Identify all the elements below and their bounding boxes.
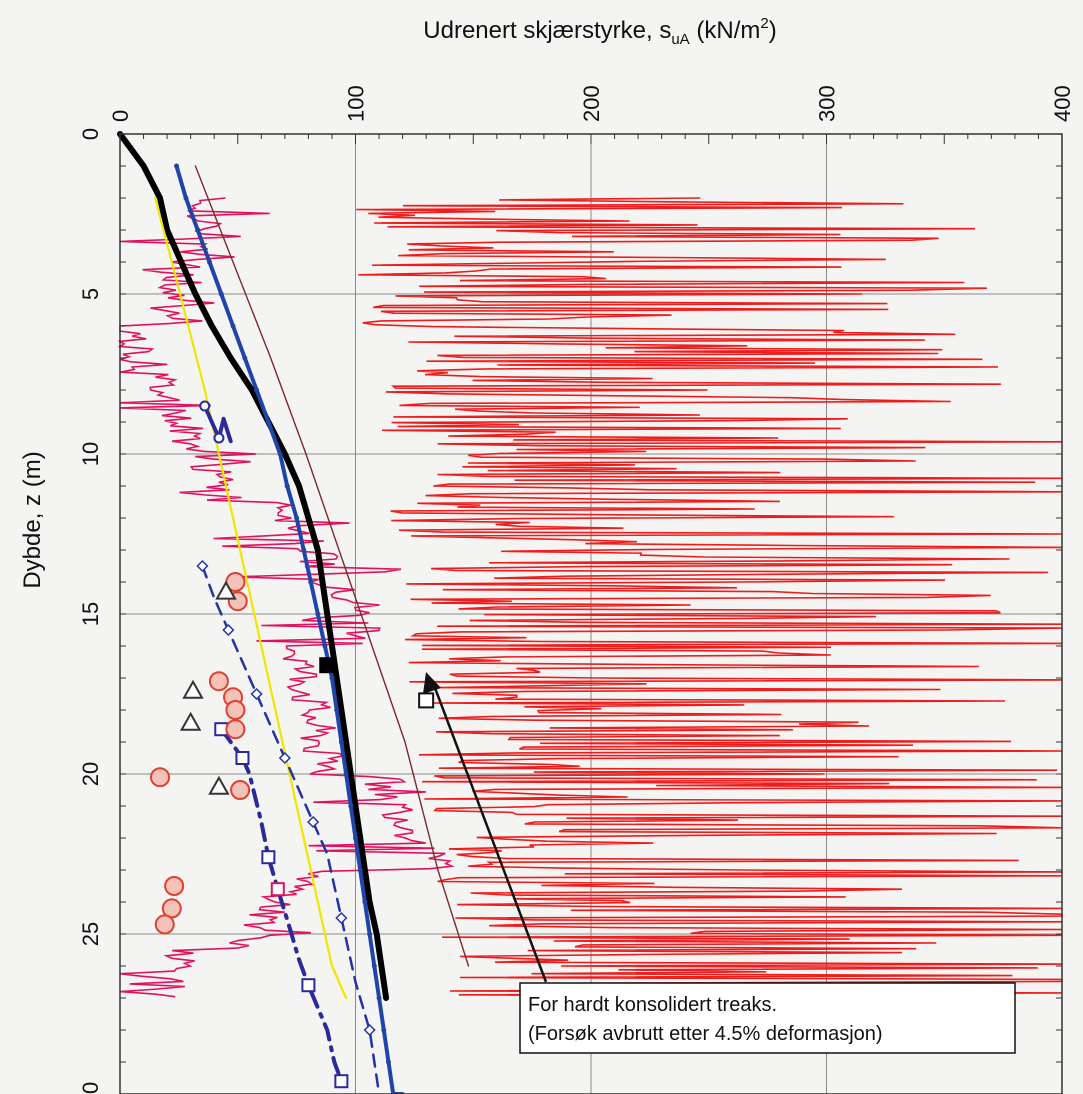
circle-marker xyxy=(225,700,246,720)
annotation: For hardt konsolidert treaks. (Forsøk av… xyxy=(423,672,1016,1054)
blue-line-marker xyxy=(353,835,358,841)
circle-marker xyxy=(208,671,229,692)
series-blue-dashed-diamond xyxy=(201,564,381,1094)
blue-line-marker xyxy=(230,323,236,329)
x-tick-label-100: 100 xyxy=(344,85,369,122)
triangle-marker xyxy=(215,580,237,600)
diamond-marker xyxy=(250,687,263,701)
short-line-marker xyxy=(199,400,211,412)
series-thick-black xyxy=(117,131,390,1001)
blue-line-marker xyxy=(348,803,354,809)
blue-line-marker xyxy=(329,675,335,681)
annotation-line-2: (Forsøk avbrutt etter 4.5% deformasjon) xyxy=(528,1023,883,1045)
diamond-marker xyxy=(335,911,348,925)
blue-line-marker xyxy=(343,771,349,777)
diamond-marker xyxy=(307,815,320,829)
blue-line-marker xyxy=(362,899,368,905)
square-marker xyxy=(270,882,285,897)
blue-line-marker xyxy=(357,867,363,873)
cpt-red-profile xyxy=(356,197,1063,998)
blue-line-marker xyxy=(367,931,373,937)
blue-line-marker xyxy=(371,963,377,969)
chart-title: Udrenert skjærstyrke, suA (kN/m2) xyxy=(423,15,776,48)
diamond-marker xyxy=(222,623,235,637)
diamond-marker xyxy=(363,1023,376,1037)
axis-frame xyxy=(119,133,1063,1094)
triangle-marker xyxy=(182,679,204,699)
circle-marker xyxy=(230,780,251,800)
annotation-line-1: For hardt konsolidert treaks. xyxy=(528,994,777,1016)
blue-line-marker xyxy=(385,1059,391,1065)
circle-marker xyxy=(225,719,246,740)
blue-line-marker xyxy=(277,451,283,457)
square-marker xyxy=(334,1074,349,1089)
square-marker xyxy=(261,850,276,865)
tick-labels: 0 100 200 300 400 0 5 10 15 20 25 30 xyxy=(78,85,1075,1094)
annotation-arrowhead xyxy=(423,672,441,694)
blue-line-marker xyxy=(242,355,248,361)
blue-line-marker xyxy=(376,995,382,1001)
y-tick-label-10: 10 xyxy=(78,442,103,466)
filled-square-marker xyxy=(319,657,336,674)
blue-line-marker xyxy=(338,739,344,745)
annotation-arrow xyxy=(430,679,548,983)
triangle-marker xyxy=(179,711,202,731)
blue-line-marker xyxy=(183,195,189,201)
blue-line-marker xyxy=(301,547,307,553)
triangle-marker xyxy=(208,775,230,795)
blue-line-marker xyxy=(174,163,180,169)
blue-line-marker xyxy=(265,419,271,425)
blue-line-marker xyxy=(294,515,300,521)
circle-marker xyxy=(150,767,171,788)
blue-line-marker xyxy=(334,707,340,713)
diamond-marker xyxy=(278,751,291,765)
blue-line-marker xyxy=(218,291,224,297)
blue-line-marker xyxy=(322,643,328,649)
x-tick-label-0: 0 xyxy=(108,110,133,122)
annotation-box xyxy=(519,982,1016,1054)
y-tick-label-30: 30 xyxy=(78,1082,103,1094)
blue-line-marker xyxy=(381,1027,387,1033)
y-tick-label-0: 0 xyxy=(78,128,103,140)
diamond-marker xyxy=(196,559,209,573)
short-line-marker xyxy=(213,432,225,444)
blue-line-marker xyxy=(206,259,212,265)
y-tick-label-5: 5 xyxy=(78,288,103,300)
x-tick-label-400: 400 xyxy=(1050,85,1075,122)
series-navy-dashdot-square xyxy=(219,727,344,1084)
series-brown-thin xyxy=(194,165,470,967)
marker-layer xyxy=(150,163,435,1094)
circle-marker xyxy=(154,914,175,935)
open-square-marker xyxy=(418,692,435,709)
blue-line-marker xyxy=(315,611,321,617)
y-tick-label-25: 25 xyxy=(78,922,103,946)
square-marker xyxy=(301,978,316,993)
x-tick-label-200: 200 xyxy=(579,85,604,122)
x-tick-label-300: 300 xyxy=(815,85,840,122)
blue-line-marker xyxy=(254,387,260,393)
square-marker xyxy=(235,751,250,765)
series-yellow-thin xyxy=(154,196,348,1000)
y-tick-label-15: 15 xyxy=(78,602,103,626)
y-tick-label-20: 20 xyxy=(78,762,103,786)
blue-line-marker xyxy=(284,483,290,489)
blue-line-marker xyxy=(195,227,201,233)
blue-line-marker xyxy=(308,579,314,585)
y-axis-label: Dybde, z (m) xyxy=(19,451,46,588)
circle-marker xyxy=(164,876,185,896)
